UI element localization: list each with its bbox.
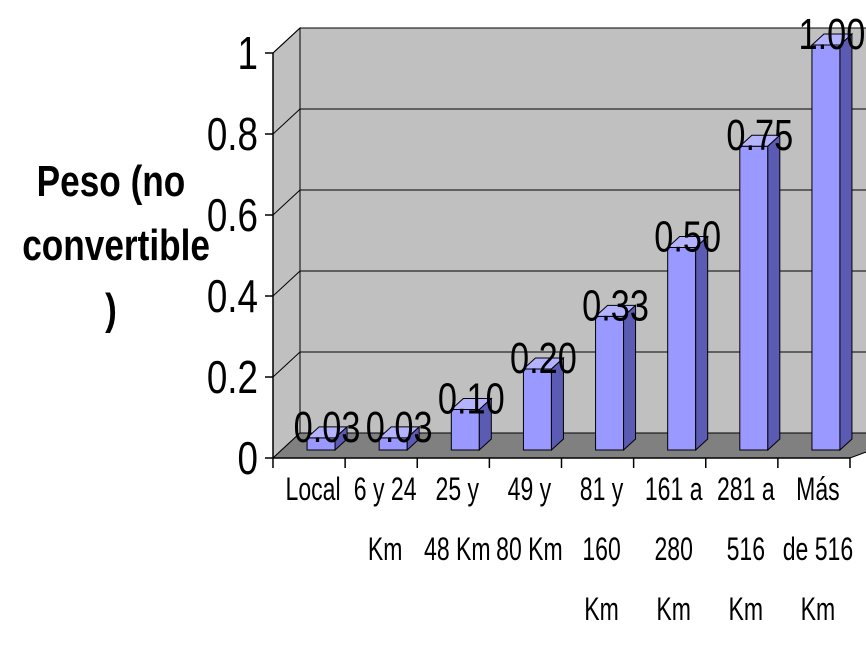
y-tick-label: 0.2 [207, 351, 258, 403]
x-category-line: Local [286, 471, 341, 507]
bar-front [811, 44, 841, 451]
x-category-line: Km [729, 591, 764, 627]
x-category-line: 48 Km [424, 531, 491, 567]
bars [305, 32, 854, 452]
x-category-label: 49 y 80 Km [496, 471, 563, 567]
x-category-label: 281 a 516 Km [717, 471, 775, 627]
bar-side [406, 425, 420, 452]
bar-side [695, 235, 709, 452]
x-category-line: Más [796, 471, 840, 507]
bar-front [739, 145, 769, 451]
x-category-line: 161 a [645, 471, 703, 507]
gridline-side [272, 351, 301, 378]
x-category-line: 6 y 24 [354, 471, 417, 507]
x-category-label: Más de 516 Km [783, 471, 853, 627]
y-tick-label: 0.6 [207, 189, 258, 241]
x-category-line: Km [368, 531, 403, 567]
x-category-line: 160 [582, 531, 620, 567]
value-label: 0.75 [726, 111, 793, 160]
y-axis-title: Peso (no convertible ) [22, 150, 210, 342]
bar-side [623, 304, 637, 452]
bar-4 [594, 304, 637, 452]
value-label: 0.20 [510, 334, 577, 383]
x-category-line: 81 y [580, 471, 624, 507]
y-axis-title-line-3: ) [105, 285, 117, 334]
gridline-side [272, 270, 301, 297]
bar-5 [666, 235, 709, 452]
axes [265, 52, 851, 468]
bar-1 [377, 425, 421, 452]
x-category-label: 25 y 48 Km [424, 471, 491, 567]
side-wall [272, 26, 301, 460]
x-category-line: 280 [654, 531, 692, 567]
y-axis-title-line-1: Peso (no [36, 157, 186, 206]
y-axis-title-line-2: convertible [22, 221, 210, 270]
bar-front [595, 315, 625, 451]
x-category-label: Local [286, 471, 341, 507]
value-label: 0.03 [294, 403, 361, 452]
bar-side [334, 425, 348, 452]
back-wall [299, 27, 866, 434]
y-tick-label: 1 [238, 27, 258, 79]
x-category-line: Km [656, 591, 691, 627]
gridline-side [272, 108, 301, 135]
value-label: 0.03 [366, 403, 433, 452]
bar-side [839, 32, 853, 452]
x-category-label: 161 a 280 Km [645, 471, 703, 627]
x-category-line: Km [584, 591, 619, 627]
bar-front [450, 409, 480, 451]
y-tick-label: 0.4 [207, 270, 258, 322]
x-category-label: 81 y 160 Km [580, 471, 624, 627]
x-category-line: 516 [727, 531, 765, 567]
x-category-line: 49 y [508, 471, 552, 507]
value-label: 0.33 [582, 281, 649, 330]
y-tick-label: 0.8 [207, 108, 258, 160]
x-category-line: 281 a [717, 471, 775, 507]
x-category-line: Km [801, 591, 836, 627]
x-category-line: 80 Km [496, 531, 563, 567]
bar-front [667, 247, 697, 451]
bar-6 [738, 134, 782, 452]
bar-side [550, 356, 564, 452]
x-category-line: 25 y [436, 471, 480, 507]
bar-2 [450, 397, 493, 452]
bar-7 [810, 32, 854, 452]
y-tick-label: 0 [238, 432, 258, 484]
y-tick-labels: 0 0.2 0.4 0.6 0.8 1 [207, 27, 258, 484]
x-category-labels: Local 6 y 24 Km 25 y 48 Km 49 y 80 Km 81 y 160 Km… [286, 471, 854, 627]
value-labels: 0.03 0.030.100.200.330.500.751.00 [294, 10, 866, 452]
bar-3 [522, 356, 565, 452]
bar-side [478, 397, 492, 452]
gridline-side [272, 27, 301, 54]
bar-0 [305, 425, 349, 452]
bar-side [767, 134, 781, 452]
x-category-line: de 516 [783, 531, 853, 567]
gridline-side [272, 189, 301, 216]
value-label: 0.10 [438, 374, 505, 423]
value-label: 0.50 [654, 212, 721, 261]
value-label: 1.00 [799, 10, 866, 59]
x-category-label: 6 y 24 Km [354, 471, 417, 567]
